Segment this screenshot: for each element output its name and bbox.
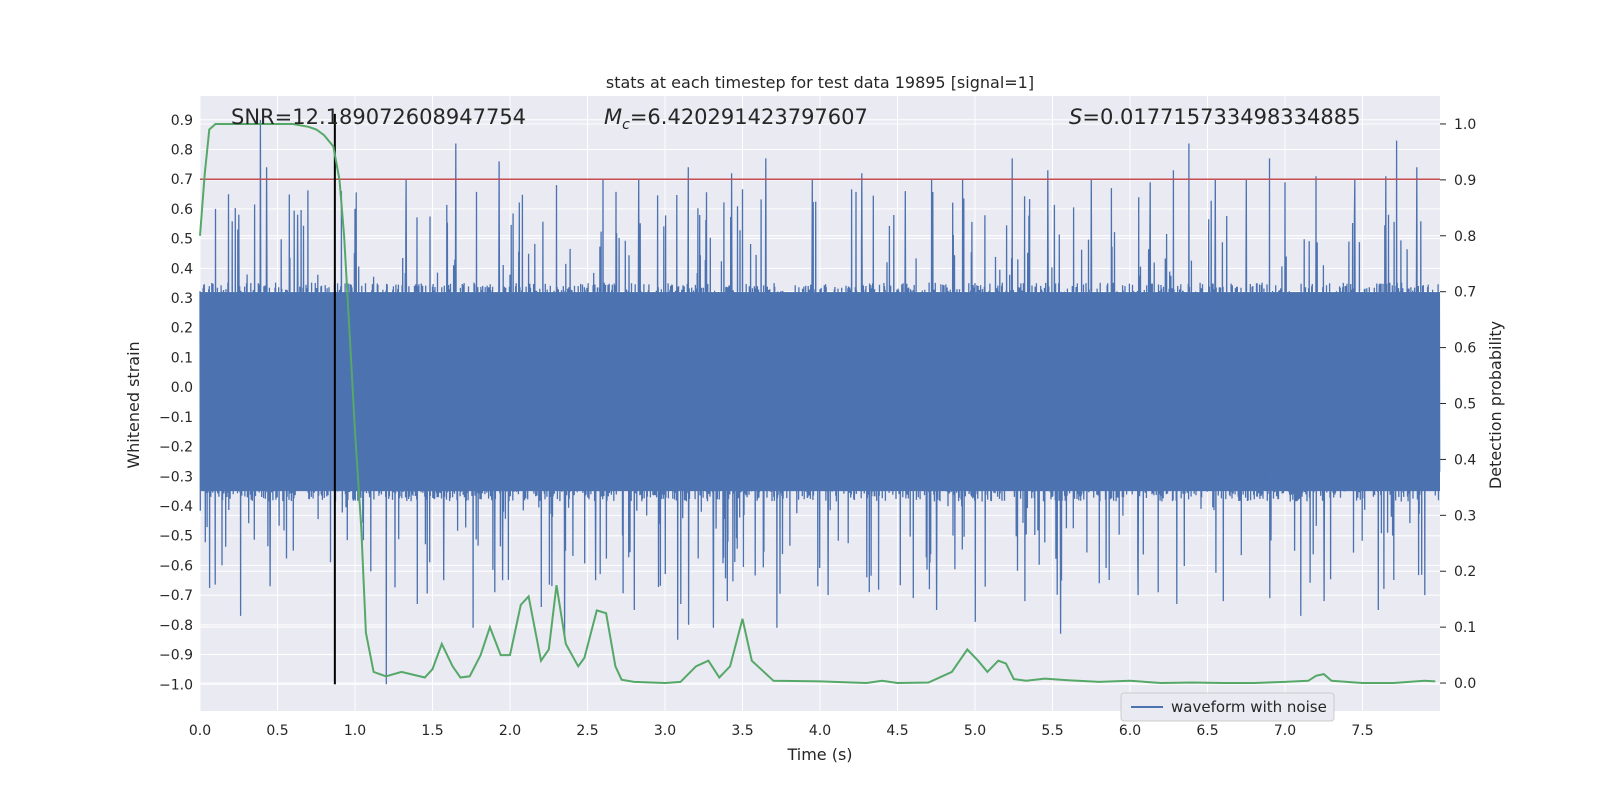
x-tick-label: 5.5 [1041, 723, 1063, 739]
y-tick-label: −0.9 [159, 648, 193, 664]
y-tick-label: −0.5 [159, 529, 193, 545]
chirp-mass-annotation: Mc=6.420291423797607 [604, 105, 868, 133]
y2-tick-label: 1.0 [1454, 117, 1476, 133]
y-tick-label: 0.6 [171, 202, 193, 218]
y-tick-label: −0.4 [159, 499, 193, 515]
y2-tick-label: 0.4 [1454, 452, 1476, 468]
chirp-mass-symbol: M [604, 105, 622, 129]
y2-tick-label: 0.1 [1454, 620, 1476, 636]
x-tick-label: 3.5 [731, 723, 753, 739]
y-tick-label: −0.8 [159, 618, 193, 634]
x-tick-label: 7.5 [1351, 723, 1373, 739]
x-tick-label: 0.5 [266, 723, 288, 739]
y-tick-label: −1.0 [159, 677, 193, 693]
y-tick-label: 0.3 [171, 291, 193, 307]
y-tick-label: 0.4 [171, 261, 193, 277]
y-tick-label: 0.0 [171, 380, 193, 396]
legend-label: waveform with noise [1171, 698, 1327, 716]
y-tick-label: 0.5 [171, 232, 193, 248]
y-tick-label: 0.1 [171, 350, 193, 366]
waveform-line [199, 119, 1441, 685]
y-tick-label: −0.1 [159, 410, 193, 426]
chart-title: stats at each timestep for test data 198… [606, 73, 1034, 92]
y-tick-label: 0.7 [171, 172, 193, 188]
y2-tick-label: 0.3 [1454, 508, 1476, 524]
y-tick-label: 0.8 [171, 142, 193, 158]
x-tick-label: 2.5 [576, 723, 598, 739]
y2-axis-ticks: 1.0 0.9 0.8 0.7 0.6 0.5 0.4 0.3 0.2 0.1 0.0 [1440, 117, 1476, 692]
x-tick-label: 5.0 [964, 723, 986, 739]
y2-tick-label: 0.5 [1454, 397, 1476, 413]
x-tick-label: 6.0 [1119, 723, 1141, 739]
x-tick-label: 6.5 [1196, 723, 1218, 739]
y2-tick-label: 0.9 [1454, 173, 1476, 189]
snr-annotation: SNR=12.189072608947754 [231, 105, 526, 129]
x-tick-label: 4.0 [809, 723, 831, 739]
y-tick-label: −0.7 [159, 588, 193, 604]
y2-tick-label: 0.2 [1454, 564, 1476, 580]
y2-tick-label: 0.0 [1454, 676, 1476, 692]
legend: waveform with noise [1120, 692, 1335, 722]
y2-axis-label: Detection probability [1486, 321, 1505, 489]
x-axis-ticks: 0.0 0.5 1.0 1.5 2.0 2.5 3.0 3.5 4.0 4.5 5.0 5.5 6.0 6… [189, 723, 1374, 739]
chirp-mass-value: =6.420291423797607 [630, 105, 868, 129]
y-tick-label: 0.9 [171, 113, 193, 129]
y2-tick-label: 0.8 [1454, 229, 1476, 245]
legend-box [1120, 692, 1335, 722]
s-value: =0.017715733498334885 [1082, 105, 1360, 129]
y2-tick-label: 0.7 [1454, 285, 1476, 301]
y-tick-label: −0.3 [159, 469, 193, 485]
chirp-mass-subscript: c [622, 117, 630, 133]
x-tick-label: 7.0 [1274, 723, 1296, 739]
y-tick-label: −0.2 [159, 440, 193, 456]
x-tick-label: 0.0 [189, 723, 211, 739]
x-tick-label: 3.0 [654, 723, 676, 739]
detection-probability-line [199, 123, 1436, 685]
x-tick-label: 2.0 [499, 723, 521, 739]
y-axis-label: Whitened strain [124, 341, 143, 468]
s-symbol: S [1069, 105, 1082, 129]
waveform-series [199, 119, 1441, 685]
x-tick-label: 4.5 [886, 723, 908, 739]
x-axis-label: Time (s) [786, 745, 852, 764]
y-tick-label: 0.2 [171, 321, 193, 337]
x-tick-label: 1.0 [344, 723, 366, 739]
y-tick-label: −0.6 [159, 558, 193, 574]
x-tick-label: 1.5 [421, 723, 443, 739]
y2-tick-label: 0.6 [1454, 341, 1476, 357]
s-annotation: S=0.017715733498334885 [1069, 105, 1360, 129]
y-axis-ticks: 0.9 0.8 0.7 0.6 0.5 0.4 0.3 0.2 0.1 0.0 −0.1 −0.2 −0… [159, 113, 193, 693]
